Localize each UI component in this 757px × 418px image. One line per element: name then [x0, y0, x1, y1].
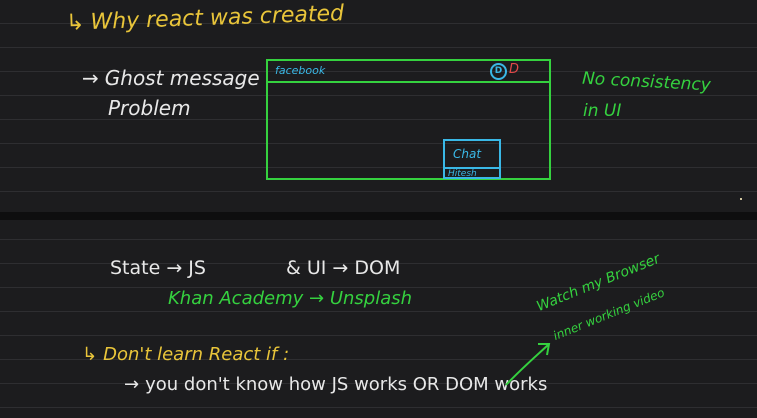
chat-user-name: Hitesh: [448, 169, 477, 179]
no-consistency-text: No consistency: [581, 68, 712, 96]
dont-learn-text: Don't learn React if :: [103, 344, 290, 365]
ghost-message-line: → Ghost message: [82, 68, 260, 88]
chat-box-sketch: Chat Hitesh: [443, 139, 501, 179]
pointer-arrowhead-icon: [538, 343, 551, 356]
dont-know-line: → you don't know how JS works OR DOM work…: [124, 376, 547, 394]
chat-divider: [445, 167, 499, 169]
dont-learn-react-line: ↳ Don't learn React if :: [82, 346, 289, 364]
in-ui-text: in UI: [583, 101, 622, 121]
ghost-message-text: Ghost message: [104, 66, 260, 90]
problem-text: Problem: [108, 96, 191, 120]
dont-know-text: you don't know how JS works OR DOM works: [145, 374, 548, 395]
avatar-circle-icon: D: [490, 63, 507, 80]
facebook-window-sketch: facebook D D Chat Hitesh: [266, 59, 551, 180]
page-divider: [0, 212, 757, 220]
list-arrow-icon: →: [124, 374, 140, 395]
bullet-arrow-icon: ↳: [82, 344, 98, 365]
state-js-text: State → JS: [110, 257, 206, 279]
chat-title: Chat: [453, 147, 482, 161]
notification-badge: D: [508, 62, 519, 77]
bullet-arrow-icon: ↳: [65, 10, 85, 36]
heading-text: Why react was created: [90, 1, 345, 35]
heading-why-react: ↳ Why react was created: [65, 1, 345, 36]
window-topbar-line: [268, 81, 549, 83]
ui-dom-text: & UI → DOM: [286, 257, 401, 279]
list-arrow-icon: →: [82, 66, 99, 90]
ink-speck: [740, 198, 742, 200]
facebook-label: facebook: [275, 64, 326, 77]
khan-unsplash-text: Khan Academy → Unsplash: [168, 288, 413, 309]
